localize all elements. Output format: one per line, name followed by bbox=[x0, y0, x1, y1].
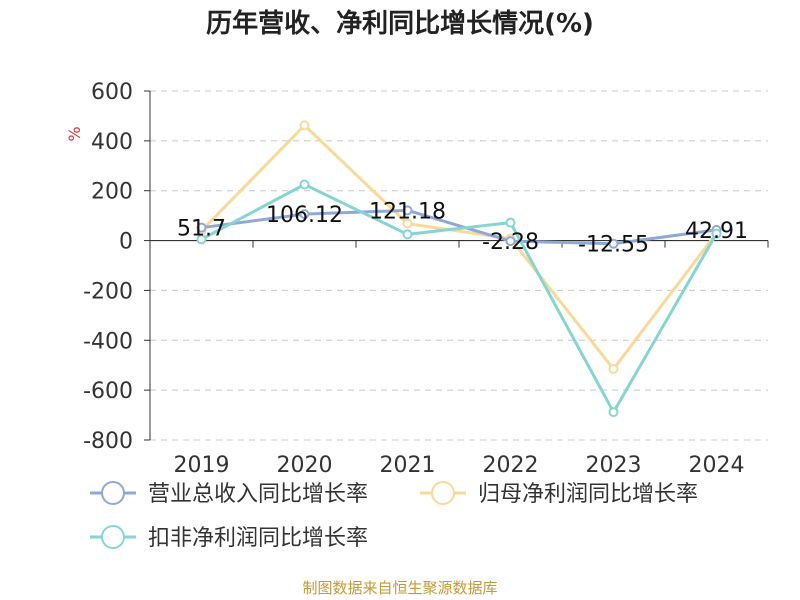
data-label: 121.18 bbox=[369, 199, 446, 224]
source-note: 制图数据来自恒生聚源数据库 bbox=[302, 579, 497, 597]
y-axis: 600 400 200 0 -200 -400 -600 -800 bbox=[83, 80, 151, 454]
legend-label: 营业总收入同比增长率 bbox=[148, 482, 368, 507]
x-tick-label: 2019 bbox=[174, 453, 230, 478]
data-point bbox=[608, 238, 619, 249]
legend-circle-icon bbox=[101, 525, 125, 549]
data-point bbox=[196, 234, 207, 245]
y-tick-label: 0 bbox=[119, 230, 133, 255]
x-tick-label: 2022 bbox=[483, 453, 539, 478]
legend-circle-icon bbox=[431, 481, 455, 505]
series-lines bbox=[196, 120, 722, 418]
data-label: -12.55 bbox=[578, 233, 649, 258]
data-point bbox=[402, 229, 413, 240]
data-point bbox=[299, 179, 310, 190]
data-point bbox=[608, 407, 619, 418]
data-point bbox=[402, 218, 413, 229]
data-labels: 51.7 106.12 121.18 -2.28 -12.55 42.91 bbox=[177, 199, 748, 257]
y-tick-label: -200 bbox=[83, 279, 133, 304]
series-line bbox=[200, 182, 718, 414]
y-tick-label: 200 bbox=[91, 180, 133, 205]
data-point bbox=[196, 222, 207, 233]
x-axis: 2019 2020 2021 2022 2023 2024 bbox=[149, 239, 769, 478]
x-tick-label: 2021 bbox=[380, 453, 436, 478]
legend-item[interactable]: 营业总收入同比增长率 bbox=[90, 481, 368, 507]
y-tick-label: -800 bbox=[83, 429, 133, 454]
y-tick-label: 600 bbox=[91, 80, 133, 105]
data-label: 42.91 bbox=[685, 219, 748, 244]
data-point bbox=[711, 228, 722, 239]
series-line bbox=[201, 208, 717, 246]
y-axis-unit-label: % bbox=[65, 126, 84, 141]
data-point bbox=[505, 217, 516, 228]
x-tick-label: 2023 bbox=[586, 453, 642, 478]
x-tick-label: 2020 bbox=[277, 453, 333, 478]
series-line bbox=[200, 123, 718, 371]
legend-label: 归母净利润同比增长率 bbox=[478, 482, 698, 507]
y-tick-label: -400 bbox=[83, 329, 133, 354]
data-point bbox=[608, 363, 619, 374]
y-tick-label: -600 bbox=[83, 379, 133, 404]
legend-item[interactable]: 归母净利润同比增长率 bbox=[420, 481, 698, 507]
y-tick-label: 400 bbox=[91, 130, 133, 155]
grid-lines bbox=[150, 90, 768, 441]
legend-label: 扣非净利润同比增长率 bbox=[148, 526, 368, 551]
data-point bbox=[402, 205, 413, 216]
legend-circle-icon bbox=[101, 481, 125, 505]
data-label: 51.7 bbox=[177, 217, 226, 242]
data-point bbox=[505, 236, 516, 247]
data-point bbox=[299, 120, 310, 131]
chart-title: 历年营收、净利同比增长情况(%) bbox=[206, 8, 594, 39]
data-point bbox=[299, 209, 310, 220]
legend-item[interactable]: 扣非净利润同比增长率 bbox=[90, 525, 368, 551]
data-label: 106.12 bbox=[266, 203, 343, 228]
data-label: -2.28 bbox=[482, 230, 539, 255]
x-tick-label: 2024 bbox=[689, 453, 745, 478]
